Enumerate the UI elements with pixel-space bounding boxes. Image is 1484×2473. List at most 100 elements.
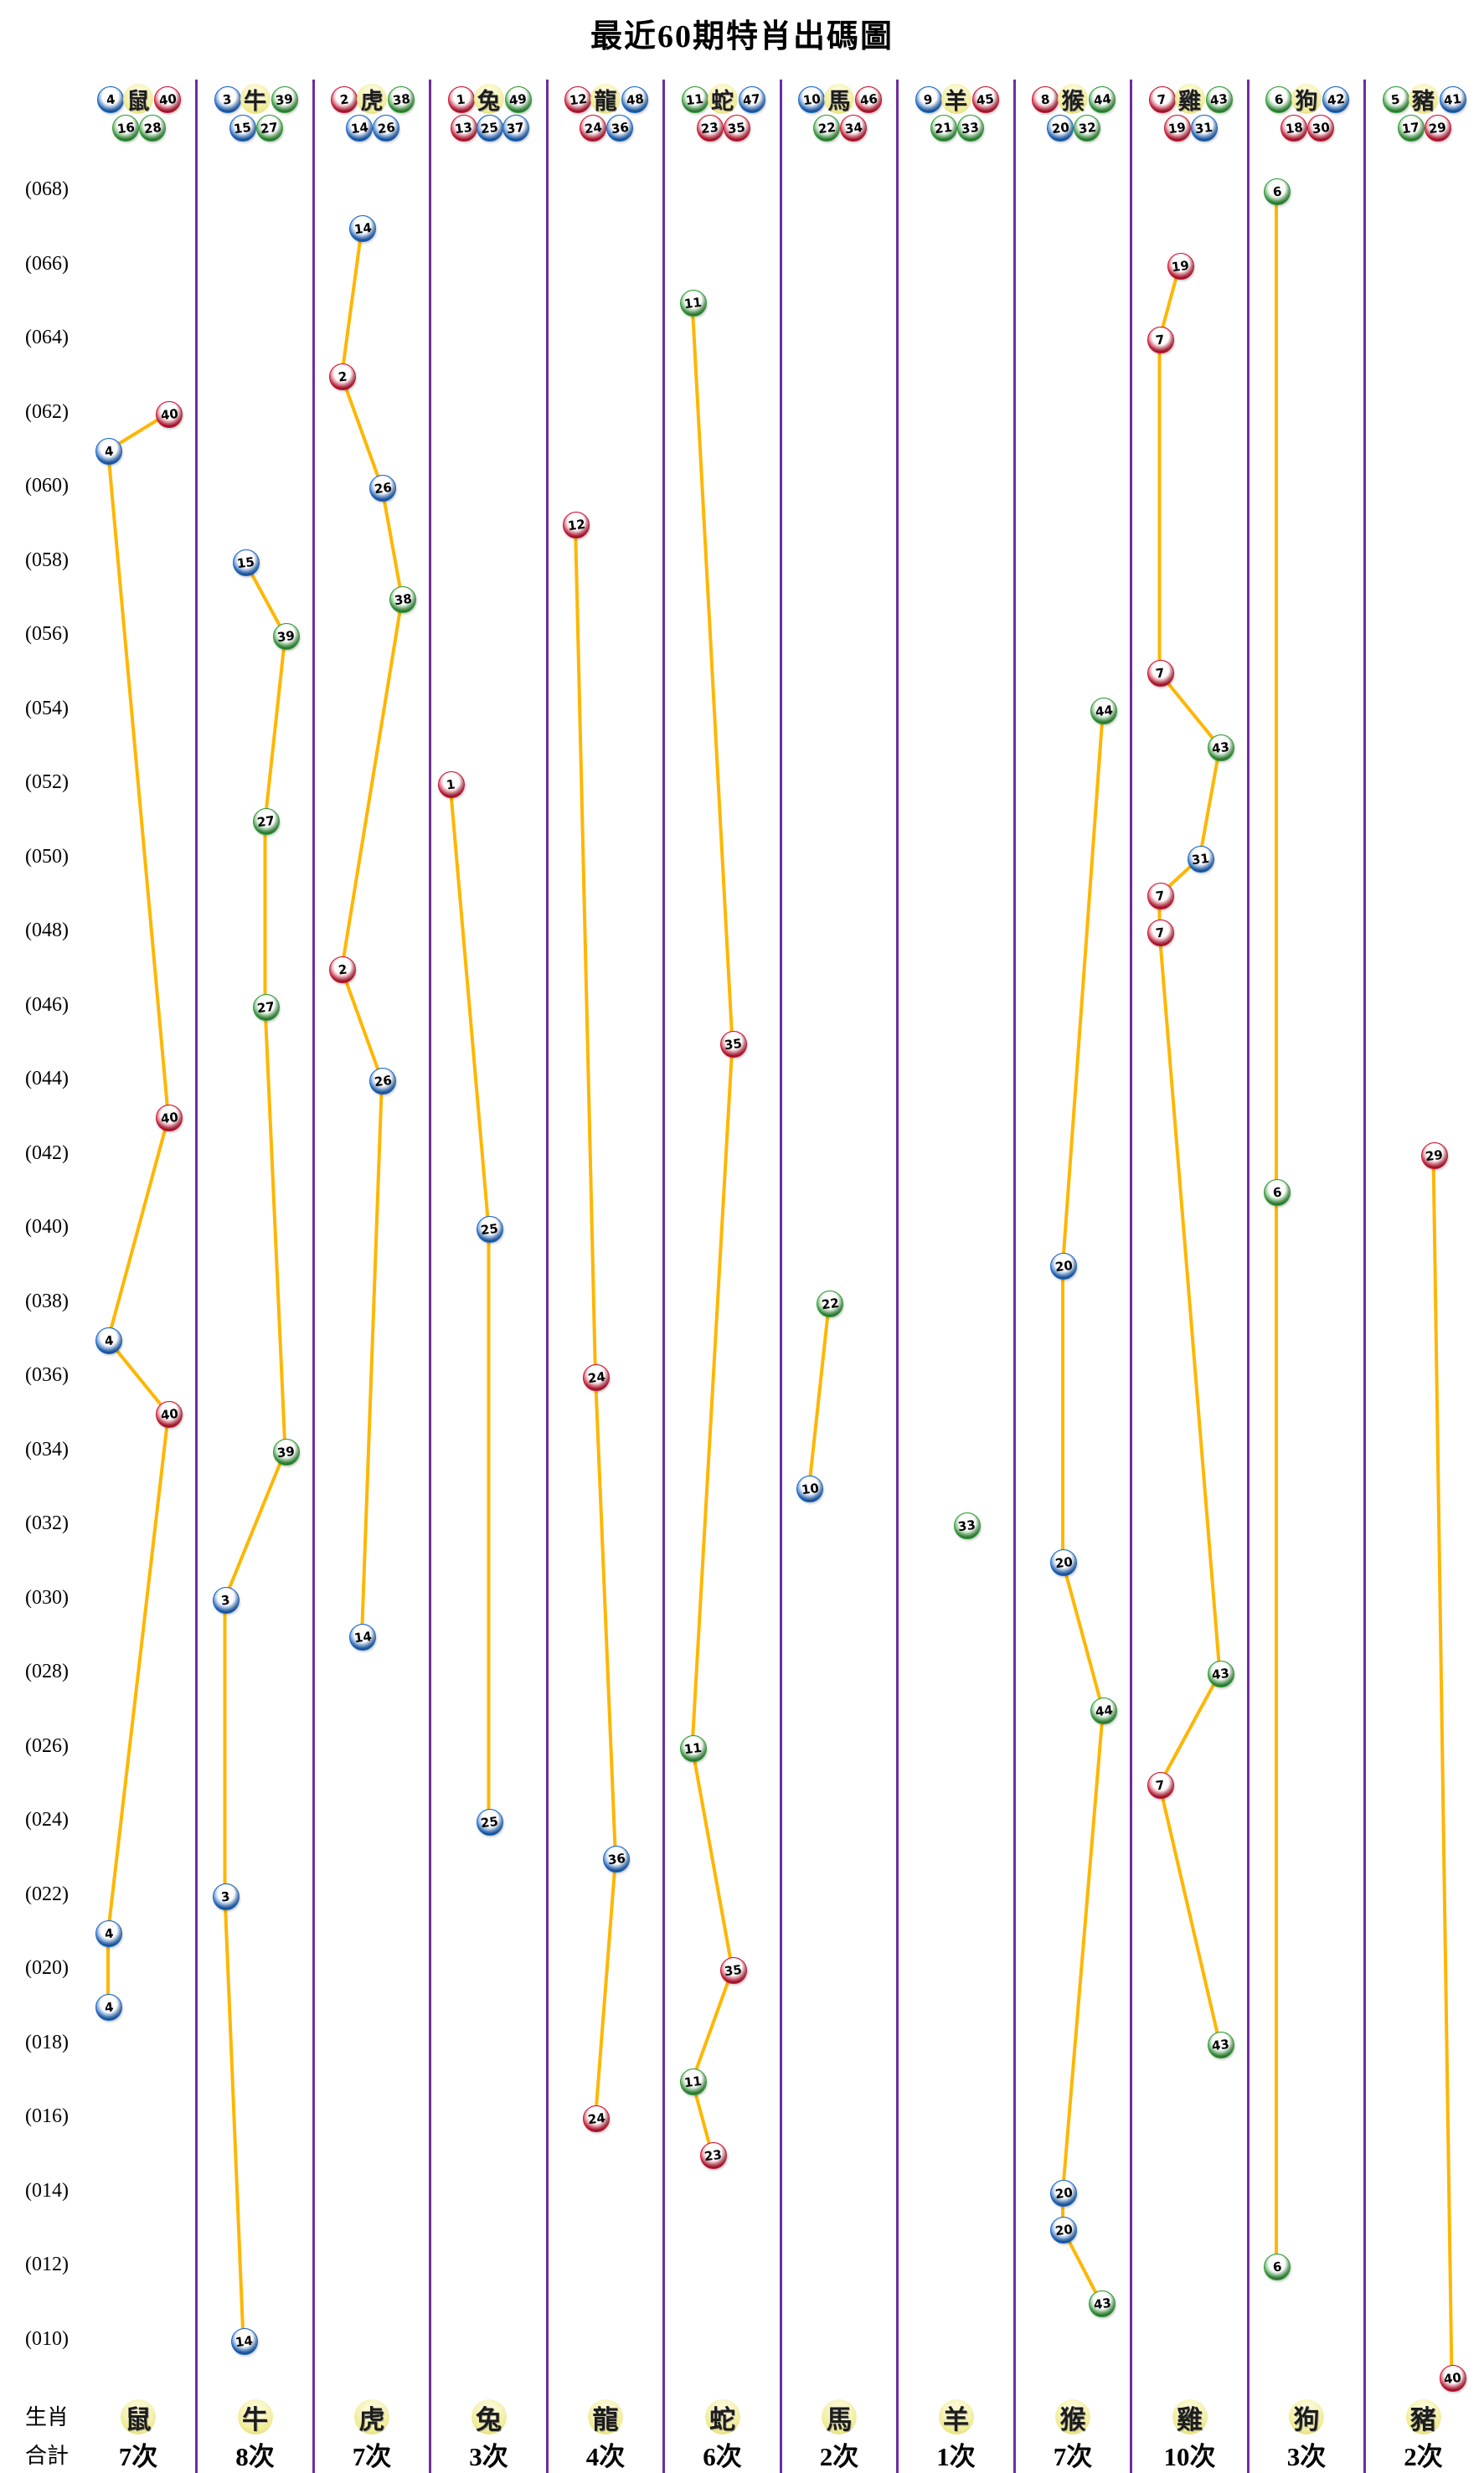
y-axis-label: (016) [25,2105,69,2127]
column-divider [1246,80,1250,2473]
trend-line [1431,1154,1454,2378]
lottery-ball: 43 [1207,2031,1234,2058]
ball-number: 40 [159,405,179,423]
footer-zodiac-badge: 龍 [588,2399,623,2434]
header-zodiac-badge: 兔 [473,84,504,114]
y-axis-label: (018) [25,2031,69,2053]
lottery-ball: 20 [1050,1253,1077,1280]
y-axis-label: (030) [25,1586,69,1609]
footer-zodiac-badge: 牛 [237,2399,273,2434]
ball-number: 3 [220,1591,231,1609]
y-axis-label: (046) [25,993,69,1016]
trend-line [1157,264,1222,2044]
ball-number: 7 [1157,91,1167,108]
column-total: 4次 [585,2442,626,2471]
ball-number: 35 [724,1035,743,1053]
ball-number: 4 [103,1332,115,1349]
column-divider [195,80,198,2473]
y-axis-label: (026) [25,1734,69,1757]
ball-number: 10 [801,90,822,109]
column-divider [429,80,431,2473]
y-axis-label: (034) [25,1438,69,1461]
ball-number: 33 [957,1517,976,1535]
ball-number: 23 [700,119,719,137]
lottery-ball: 15 [229,115,256,142]
column-total: 7次 [1053,2442,1093,2471]
trend-line [807,1302,831,1489]
ball-number: 46 [858,90,879,109]
ball-number: 41 [1443,90,1462,109]
y-axis-label: (052) [25,771,69,793]
ball-number: 36 [606,1851,626,1868]
lottery-ball: 26 [373,115,399,142]
ball-number: 9 [923,91,934,108]
ball-number: 24 [586,2110,606,2128]
lottery-ball: 13 [450,115,477,142]
ball-number: 26 [373,1072,393,1090]
column-total: 8次 [235,2442,275,2471]
lottery-ball: 14 [349,215,376,243]
column-total: 1次 [936,2442,976,2471]
column-divider [662,80,665,2473]
lottery-ball: 23 [696,115,724,142]
y-axis-label: (062) [25,400,69,423]
ball-number: 40 [157,90,178,109]
lottery-ball: 20 [1050,1549,1077,1577]
column-total: 7次 [352,2442,392,2471]
page-title: 最近60期特肖出碼圖 [590,19,894,54]
ball-number: 39 [276,1443,296,1461]
column-total: 2次 [819,2442,859,2471]
y-axis-label: (042) [25,1141,69,1164]
ball-number: 24 [583,119,603,137]
header-zodiac-badge: 狗 [1291,84,1322,114]
column-total: 10次 [1163,2442,1216,2471]
ball-number: 38 [393,590,413,608]
lottery-ball: 4 [95,1919,122,1947]
ball-number: 27 [256,998,276,1016]
ball-number: 4 [103,1999,115,2016]
ball-number: 38 [391,90,411,109]
trend-line [223,560,287,2341]
lottery-ball: 44 [1090,1698,1117,1725]
ball-number: 31 [1191,850,1210,868]
column-divider [312,80,315,2473]
y-axis-label: (058) [25,549,69,571]
lottery-ball: 7 [1146,327,1174,353]
lottery-ball: 30 [1307,115,1334,142]
ball-number: 35 [724,1961,743,1980]
lottery-ball: 47 [738,86,765,113]
ball-number: 11 [685,90,704,109]
header-zodiac-badge: 豬 [1408,84,1439,114]
ball-number: 44 [1092,90,1112,109]
lottery-ball: 6 [1265,86,1292,113]
lottery-ball: 11 [681,86,709,113]
lottery-ball: 39 [272,1438,300,1466]
y-axis-label: (064) [25,327,69,348]
lottery-ball: 7 [1146,920,1174,946]
lottery-ball: 17 [1397,115,1425,142]
footer-zodiac-badge: 虎 [354,2399,389,2434]
ball-number: 29 [1425,1146,1444,1164]
y-axis-label: (032) [25,1512,69,1534]
lottery-ball: 44 [1090,697,1117,724]
ball-number: 2 [338,91,350,108]
lottery-ball: 26 [369,1068,396,1095]
lottery-ball: 31 [1190,115,1218,142]
lottery-ball: 10 [798,86,825,113]
ball-number: 2 [337,368,348,385]
ball-number: 29 [1428,119,1447,137]
lottery-ball: 20 [1050,2179,1077,2207]
ball-number: 14 [353,1628,373,1646]
footer-zodiac-badge: 兔 [471,2399,507,2434]
lottery-ball: 3 [212,1883,240,1910]
ball-number: 3 [222,91,233,108]
ball-number: 33 [961,119,980,137]
y-axis-label: (036) [25,1364,69,1386]
lottery-ball: 7 [1148,86,1176,113]
ball-number: 44 [1094,702,1114,719]
ball-number: 23 [703,2147,723,2165]
y-axis-label: (040) [25,1216,69,1238]
lottery-ball: 14 [349,1623,376,1651]
ball-number: 7 [1155,925,1166,941]
